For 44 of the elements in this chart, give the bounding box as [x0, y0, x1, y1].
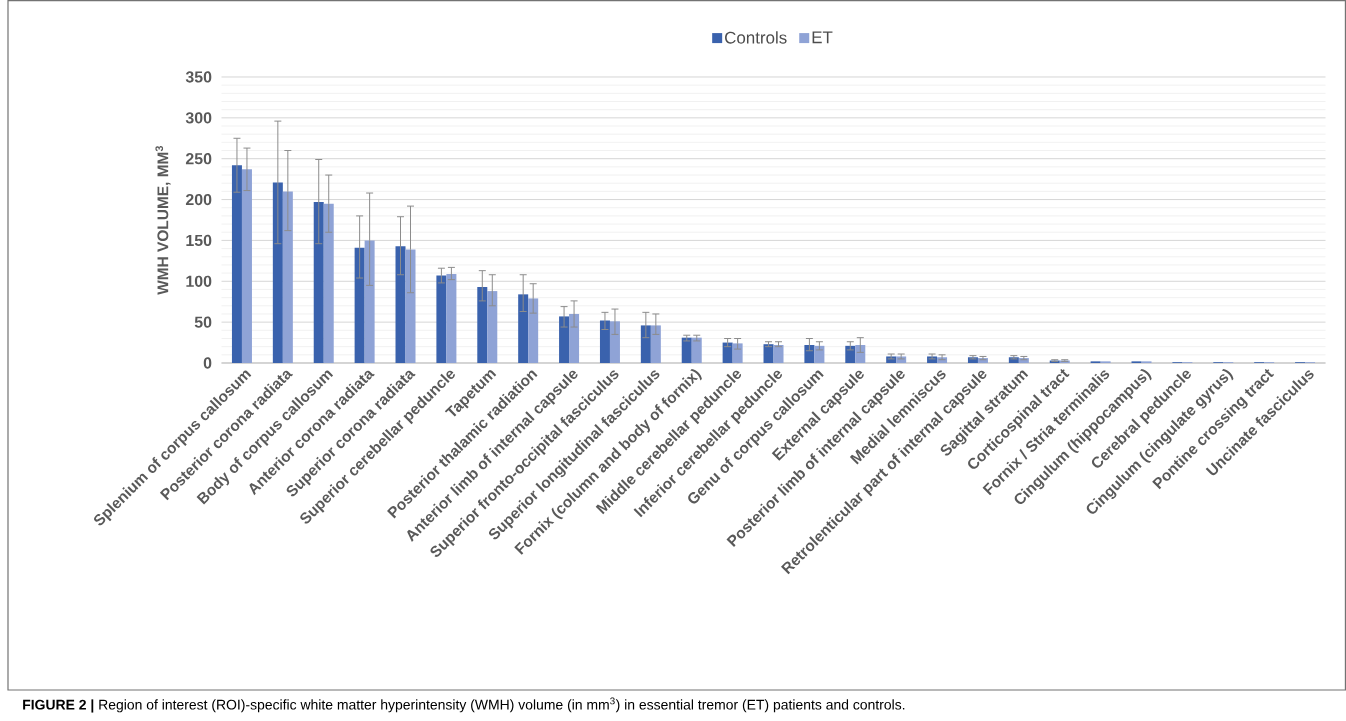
bar — [231, 165, 242, 363]
bar — [814, 345, 825, 363]
bar — [804, 345, 815, 363]
y-tick-label: 100 — [186, 275, 212, 287]
y-tick-label: 250 — [185, 153, 212, 165]
bar — [395, 246, 406, 363]
legend-label: ET — [812, 31, 833, 44]
bar — [364, 240, 375, 363]
bar — [640, 325, 651, 363]
bar — [436, 275, 447, 363]
bar — [599, 320, 610, 363]
bar — [282, 191, 293, 363]
bar — [691, 337, 702, 363]
bar — [855, 345, 866, 363]
bar — [487, 291, 498, 363]
bar — [354, 247, 365, 363]
y-axis-title: WMH VOLUME, MM$^{3}$ — [155, 146, 171, 295]
y-tick-label: 150 — [186, 234, 212, 247]
bar — [681, 337, 692, 363]
bar — [569, 313, 580, 363]
bar — [732, 343, 743, 363]
bar — [559, 316, 570, 363]
legend-label: Controls — [725, 31, 787, 44]
bar — [528, 298, 539, 363]
y-tick-label: 350 — [185, 71, 212, 83]
bar — [650, 325, 661, 363]
bar — [845, 345, 856, 363]
bar — [518, 294, 529, 363]
bar — [405, 249, 416, 363]
y-tick-label: 0 — [203, 357, 212, 369]
y-tick-label: 50 — [194, 316, 212, 328]
text: FIGURE 2 | Region of interest (ROI)-specific white matter hyperintensity (WMH) volume (in mm$^{3}$) in essential tremor (ET) patients and controls. — [23, 697, 905, 713]
bar — [323, 203, 334, 363]
bar — [446, 273, 457, 363]
bar — [477, 287, 488, 363]
bar — [763, 344, 774, 363]
bar — [722, 342, 733, 363]
bar — [272, 182, 283, 363]
y-tick-label: 300 — [185, 112, 212, 124]
bar — [313, 202, 324, 363]
bar — [773, 345, 784, 363]
y-tick-label: 200 — [185, 193, 212, 206]
bar — [241, 169, 252, 363]
bar — [609, 321, 620, 363]
